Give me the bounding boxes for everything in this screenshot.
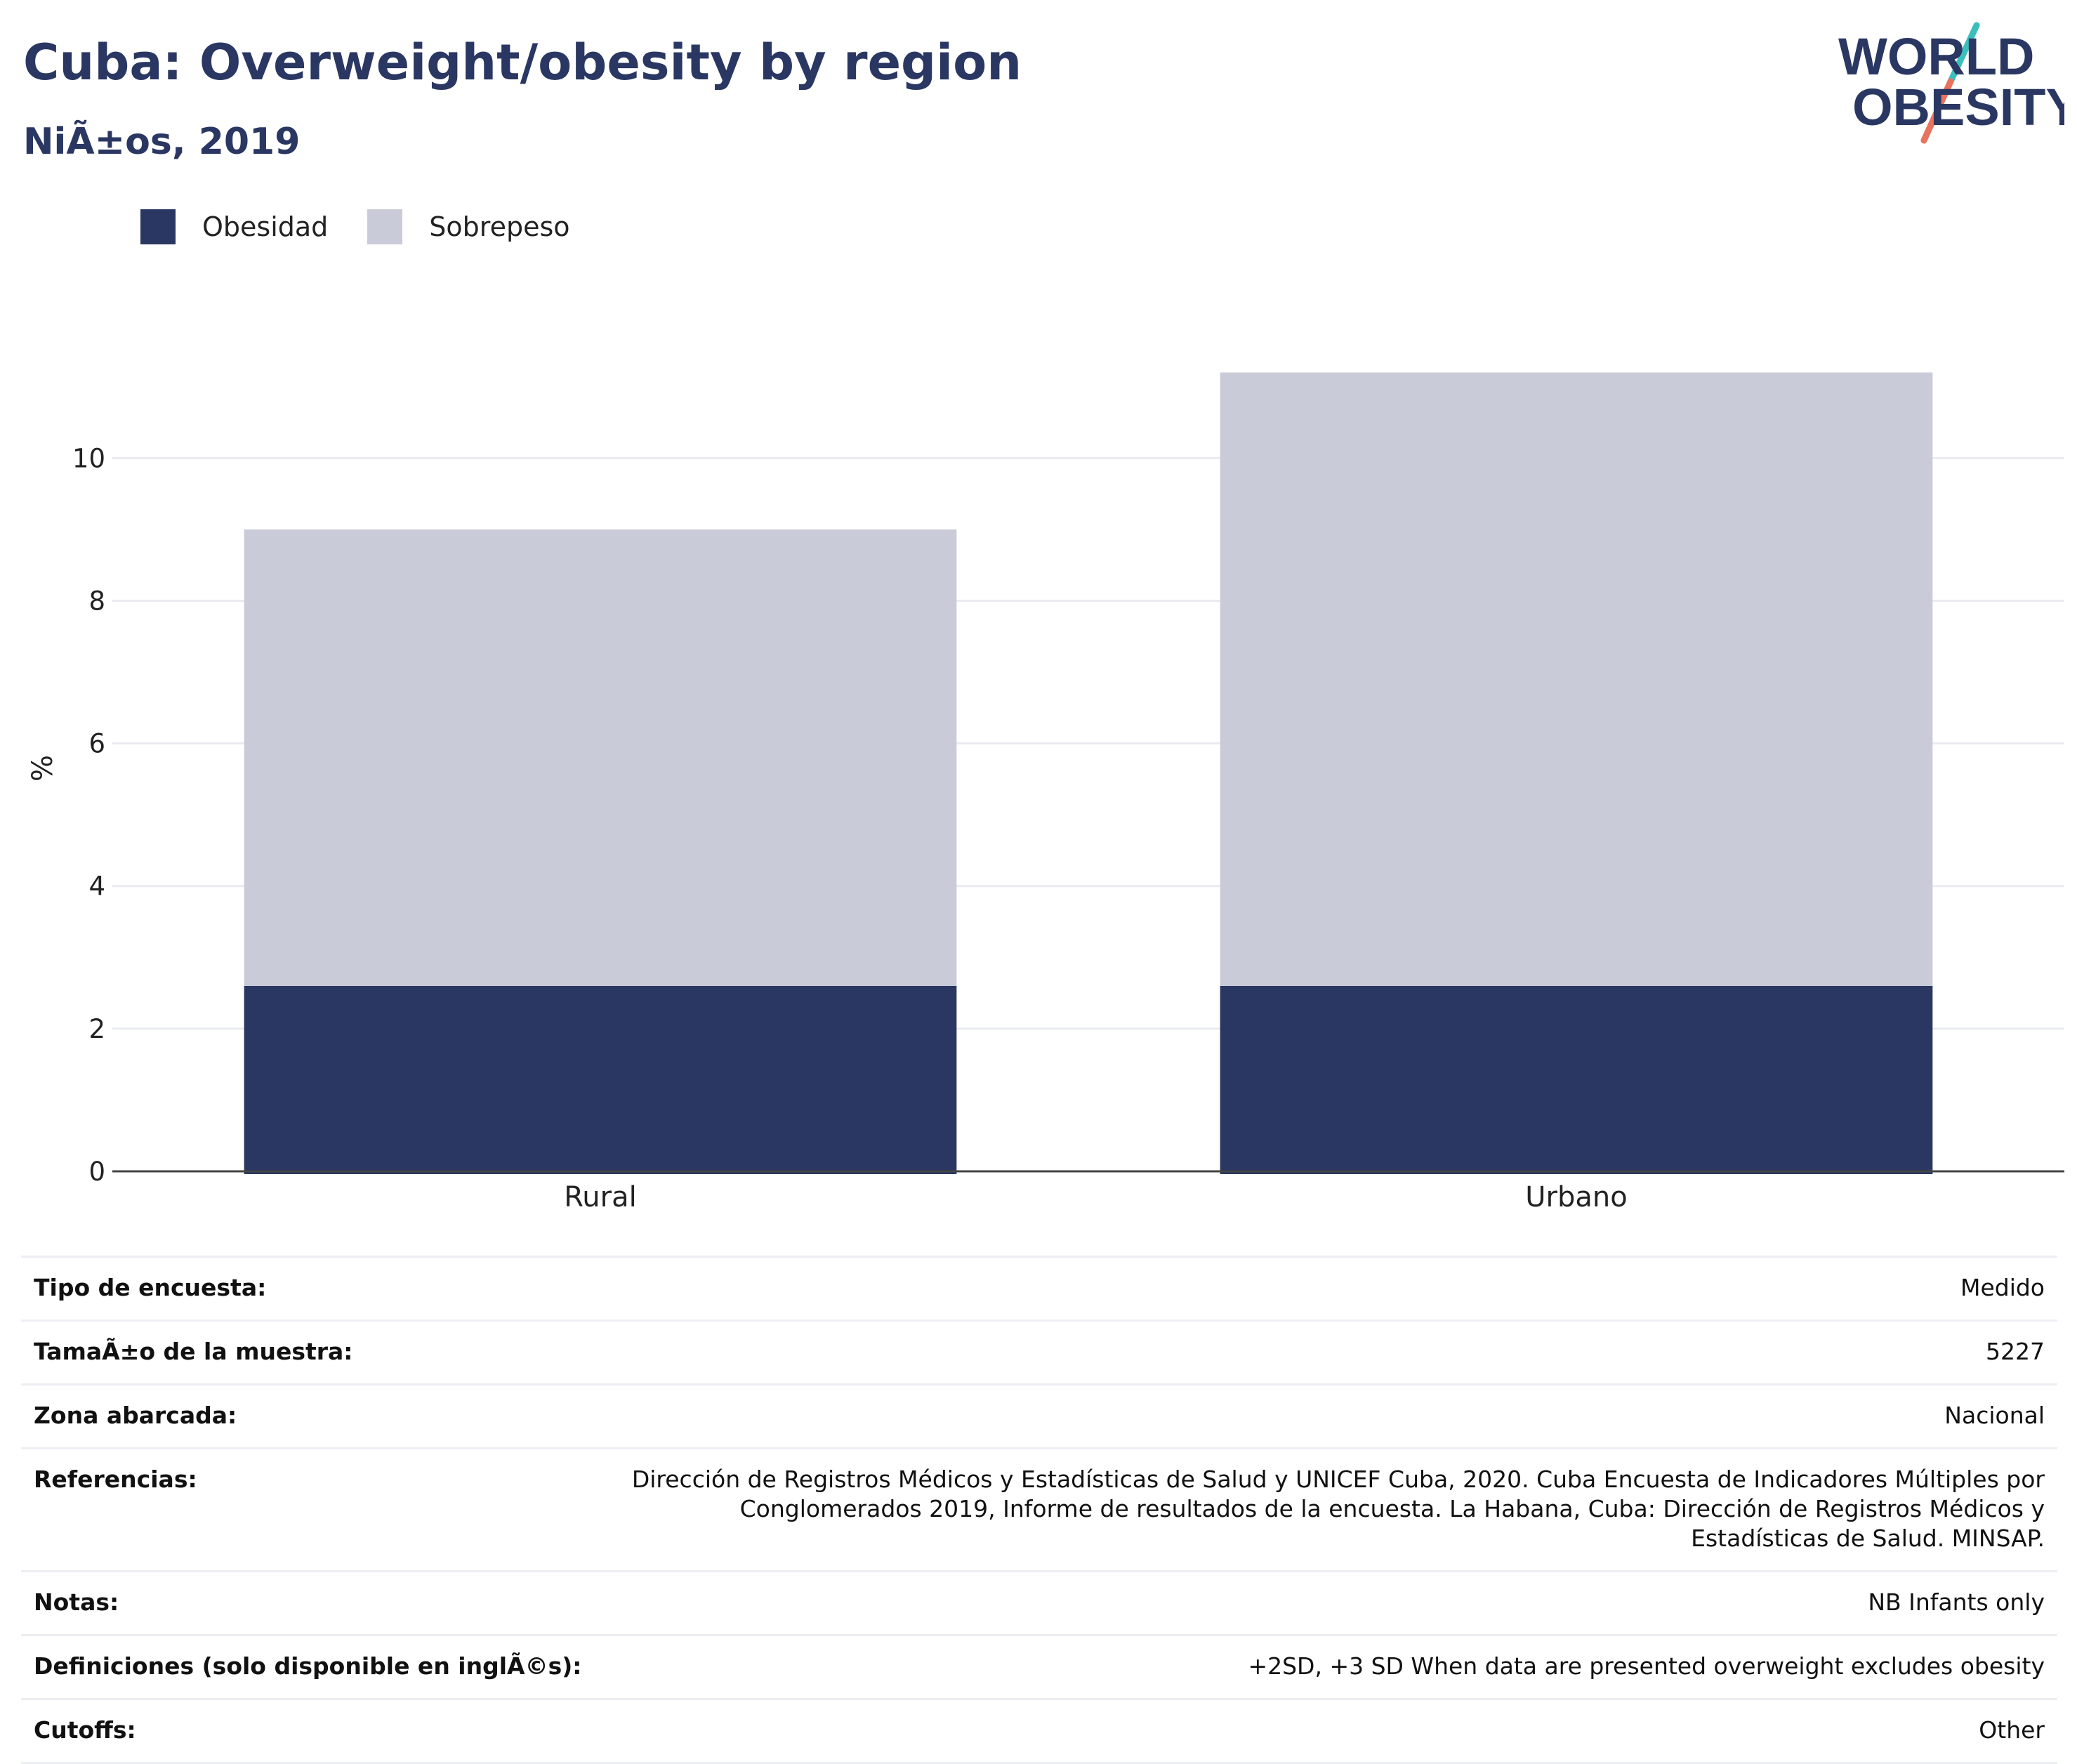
y-tick-label: 6 <box>88 729 105 759</box>
bar-obesidad-rural <box>244 985 957 1174</box>
info-key: Definiciones (solo disponible en inglÃ©s… <box>34 1652 582 1680</box>
y-tick-label: 10 <box>72 443 105 473</box>
info-key: Tipo de encuesta: <box>34 1274 267 1301</box>
info-row: TamaÃ±o de la muestra: 5227 <box>21 1320 2057 1385</box>
info-key: Notas: <box>34 1588 119 1616</box>
legend-item-sobrepeso[interactable]: Sobrepeso <box>367 209 570 244</box>
stacked-bar-chart: 0 2 4 6 8 10% Rural Urbano <box>27 372 2064 1213</box>
info-value: Dirección de Registros Médicos y Estadís… <box>631 1466 2045 1552</box>
bar-sobrepeso-urbano <box>1220 372 1933 986</box>
legend-label-obesidad: Obesidad <box>202 211 329 242</box>
info-row: Zona abarcada: Nacional <box>21 1384 2057 1449</box>
y-tick-label: 2 <box>88 1014 105 1044</box>
info-row: Cutoffs: Other <box>21 1699 2057 1763</box>
chart-subtitle: NiÃ±os, 2019 <box>23 121 301 163</box>
info-value: Nacional <box>1944 1402 2045 1429</box>
legend-swatch-obesidad <box>140 209 176 244</box>
y-axis-label: % <box>27 755 59 782</box>
chart-title: Cuba: Overweight/obesity by region <box>23 34 1022 91</box>
logo-line-1: WORLD <box>1838 27 2035 86</box>
info-value: Other <box>1979 1716 2045 1744</box>
survey-info-table: Tipo de encuesta: Medido TamaÃ±o de la mue… <box>21 1256 2057 1764</box>
logo-line-2: OBESITY <box>1852 78 2064 136</box>
info-value: NB Infants only <box>1868 1588 2045 1616</box>
legend-swatch-sobrepeso <box>367 209 403 244</box>
info-row: Tipo de encuesta: Medido <box>21 1256 2057 1321</box>
info-value: 5227 <box>1986 1338 2045 1365</box>
chart-legend: Obesidad Sobrepeso <box>140 209 609 244</box>
bar-obesidad-urbano <box>1220 985 1933 1174</box>
y-tick-label: 4 <box>88 871 105 902</box>
world-obesity-logo: WORLD OBESITY <box>1838 22 2064 144</box>
info-value: +2SD, +3 SD When data are presented over… <box>1248 1652 2045 1680</box>
info-value: Medido <box>1960 1274 2045 1301</box>
legend-label-sobrepeso: Sobrepeso <box>429 211 570 242</box>
info-row: Definiciones (solo disponible en inglÃ©s… <box>21 1635 2057 1699</box>
y-tick-label: 0 <box>88 1157 105 1187</box>
info-key: Zona abarcada: <box>34 1402 237 1429</box>
bar-sobrepeso-rural <box>244 529 957 986</box>
x-tick-label: Rural <box>564 1181 636 1213</box>
info-row: Notas: NB Infants only <box>21 1571 2057 1635</box>
info-key: TamaÃ±o de la muestra: <box>34 1338 353 1365</box>
y-tick-label: 8 <box>88 586 105 616</box>
x-tick-label: Urbano <box>1525 1181 1627 1213</box>
info-row: Referencias: Dirección de Registros Médic… <box>21 1448 2057 1572</box>
info-key: Cutoffs: <box>34 1716 136 1744</box>
legend-item-obesidad[interactable]: Obesidad <box>140 209 328 244</box>
info-key: Referencias: <box>34 1466 197 1493</box>
